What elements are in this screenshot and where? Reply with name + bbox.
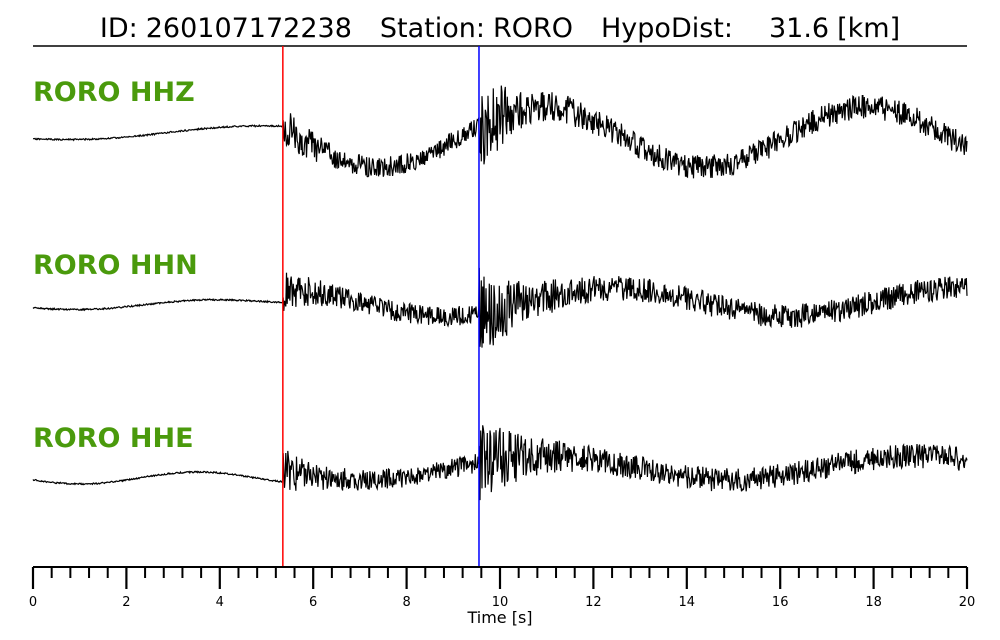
x-tick-label: 12 (585, 595, 602, 610)
x-tick-label: 18 (865, 595, 882, 610)
title-id-label: ID: (100, 13, 138, 44)
x-axis: 0 2 4 6 8 10 12 14 16 18 20 (29, 566, 976, 610)
title-hypodist-unit: [km] (837, 13, 900, 44)
trace-label-hhe: RORO HHE (33, 423, 194, 454)
title-hypodist-label: HypoDist: (601, 13, 733, 44)
x-tick-label: 20 (959, 595, 976, 610)
x-tick-label: 16 (772, 595, 789, 610)
x-tick-label: 0 (29, 595, 37, 610)
waveform-trace-z (32, 85, 968, 179)
x-tick-label: 6 (309, 595, 317, 610)
x-tick-label: 2 (122, 595, 130, 610)
title-station-label: Station: (380, 13, 485, 44)
chart-title: ID: 260107172238 Station: RORO HypoDist: 31.6… (100, 13, 900, 44)
x-axis-label: Time [s] (466, 608, 532, 627)
trace-label-hhz: RORO HHZ (33, 77, 195, 108)
trace-label-hhn: RORO HHN (33, 250, 198, 281)
title-station-value: RORO (493, 13, 573, 44)
waveform-trace-n (32, 267, 968, 348)
x-tick-label: 14 (679, 595, 696, 610)
x-tick-label: 10 (492, 595, 509, 610)
x-tick-label: 4 (216, 595, 224, 610)
x-tick-label: 8 (402, 595, 410, 610)
trace-group (32, 85, 968, 501)
title-hypodist-value: 31.6 (769, 13, 829, 44)
waveform-trace-e (32, 425, 968, 501)
title-id-value: 260107172238 (146, 13, 352, 44)
phase-picks (282, 46, 480, 567)
